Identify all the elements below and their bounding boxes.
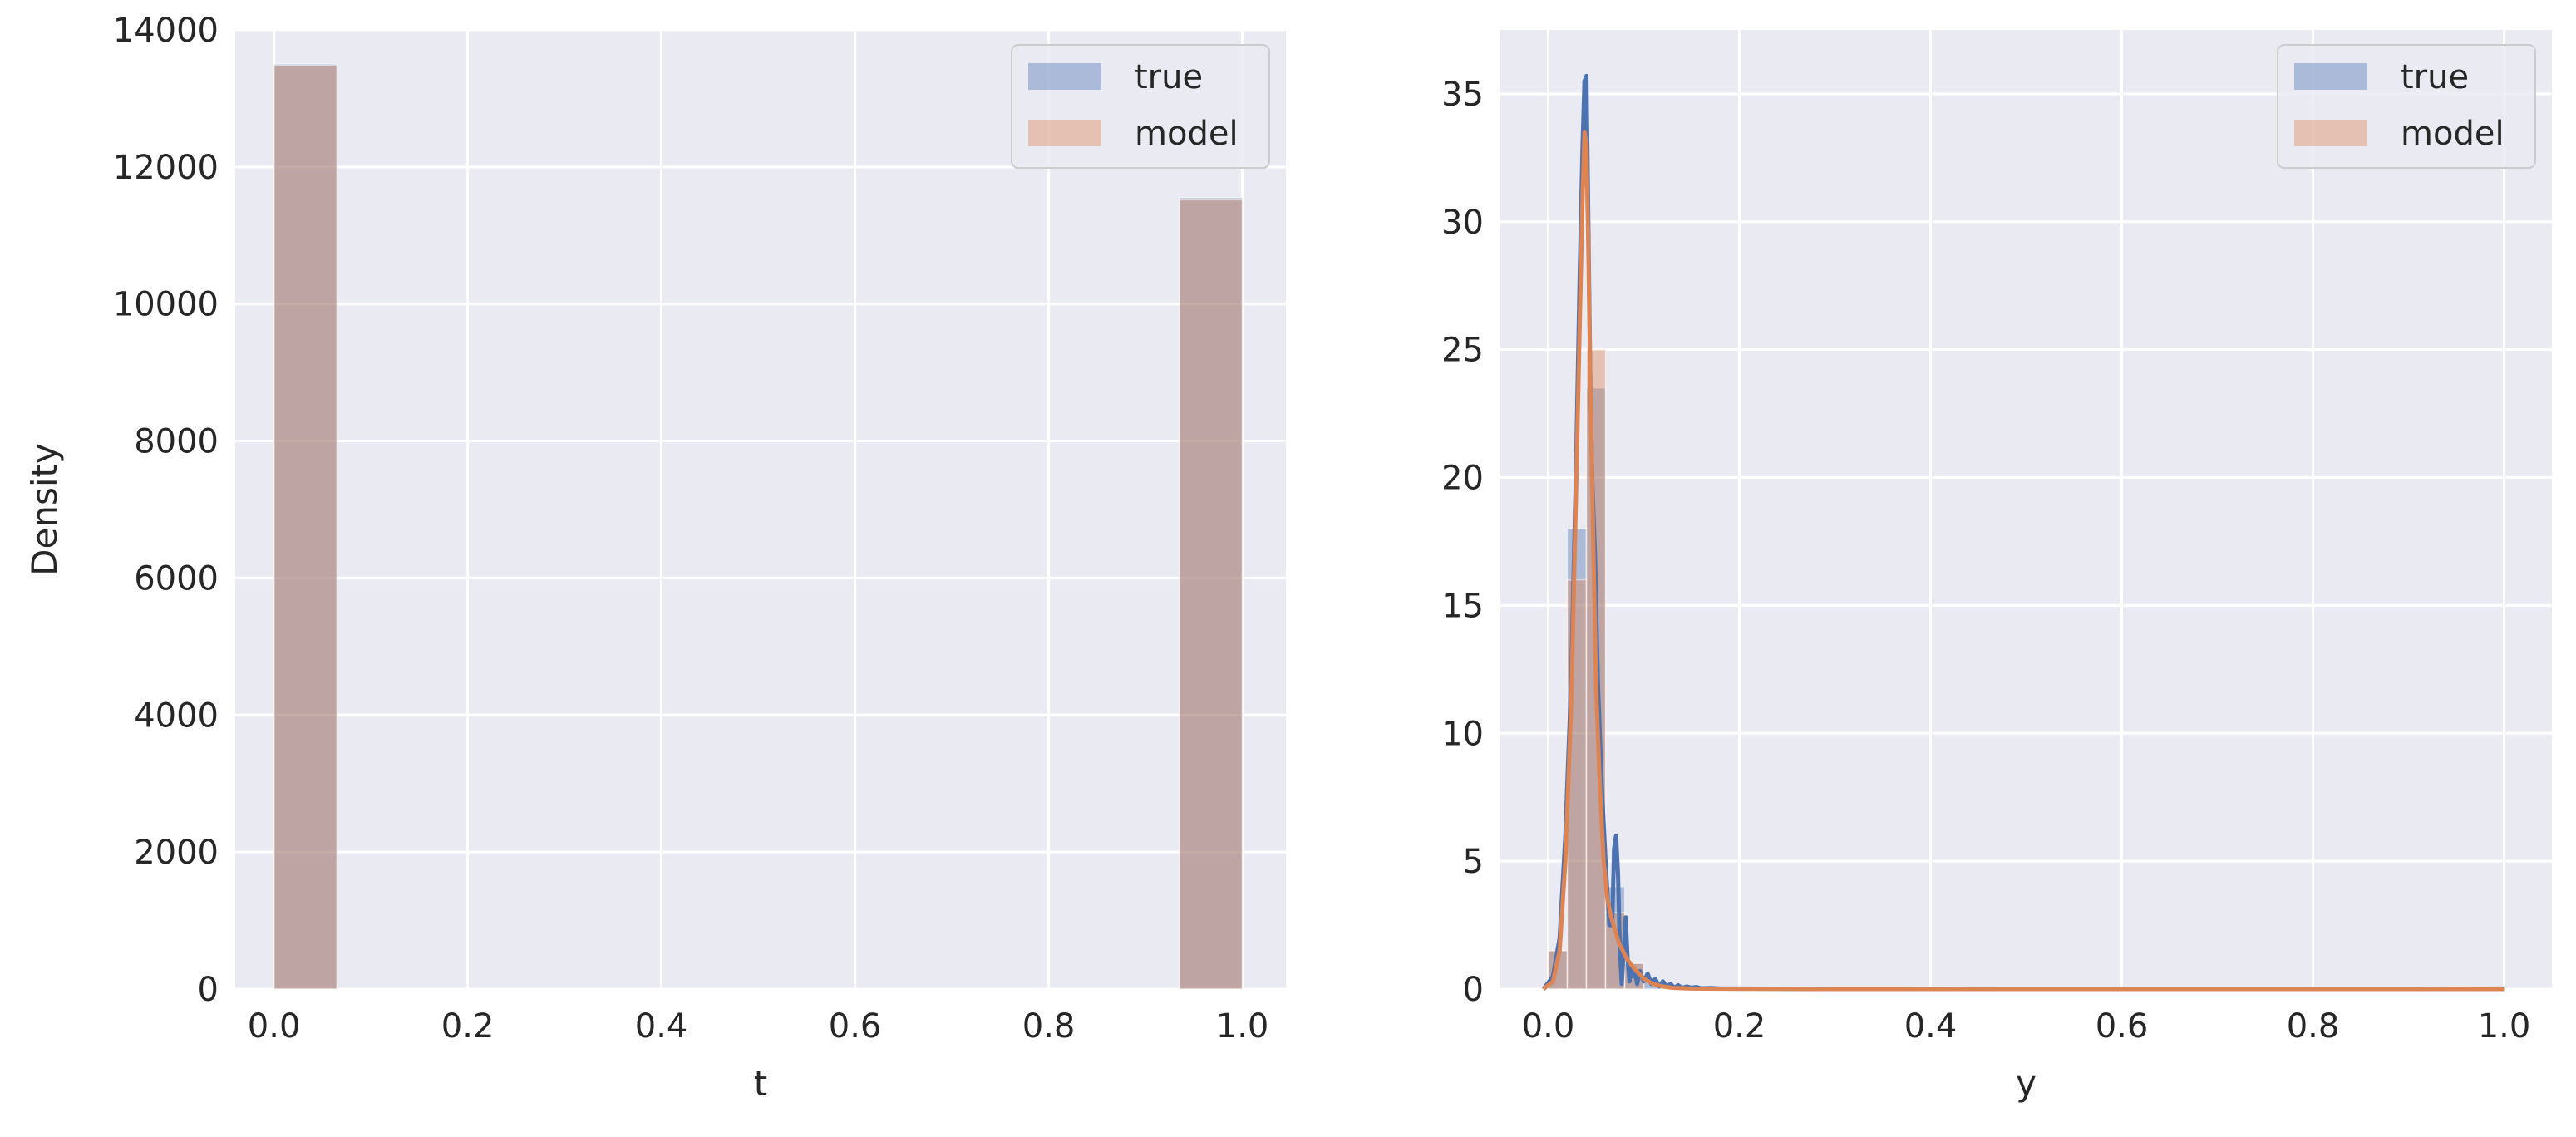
plot-area (1500, 30, 2552, 989)
plot-area (235, 30, 1286, 989)
y-tick-label: 15 (1441, 587, 1484, 625)
y-tick-label: 8000 (134, 423, 219, 461)
legend-box (2277, 44, 2536, 169)
x-tick-label: 0.4 (635, 1007, 688, 1046)
x-tick-label: 0.8 (1022, 1007, 1076, 1046)
x-tick-label: 1.0 (1216, 1007, 1269, 1046)
y-tick-label: 10000 (113, 286, 219, 324)
y-tick-label: 0 (1463, 971, 1484, 1009)
y-tick-label: 0 (198, 971, 219, 1009)
y-tick-label: 30 (1441, 204, 1484, 242)
y-tick-label: 14000 (113, 12, 219, 50)
legend-swatch-true (1028, 63, 1101, 90)
y-tick-label: 10 (1441, 715, 1484, 753)
histogram-bar-model (1179, 199, 1244, 990)
legend-swatch-model (2294, 120, 2367, 146)
x-axis-label: y (2016, 1063, 2037, 1104)
legend-label-true: true (1135, 58, 1203, 96)
x-tick-label: 1.0 (2478, 1007, 2531, 1046)
y-tick-label: 20 (1441, 460, 1484, 498)
x-tick-label: 0.2 (441, 1007, 495, 1046)
x-tick-label: 0.6 (2096, 1007, 2149, 1046)
x-tick-label: 0.6 (829, 1007, 882, 1046)
y-tick-label: 4000 (134, 696, 219, 735)
x-axis-label: t (754, 1063, 767, 1104)
x-tick-label: 0.2 (1713, 1007, 1766, 1046)
legend-label-model: model (2401, 115, 2505, 153)
y-tick-label: 2000 (134, 834, 219, 872)
chart-panel-y: 0.0 0.2 0.4 0.6 0.8 1.0 0 5 10 15 20 25 30 35 y true mod… (1441, 30, 2552, 1104)
density-line-model (1542, 130, 2505, 992)
y-tick-label: 25 (1441, 332, 1484, 370)
x-tick-label: 0.8 (2287, 1007, 2340, 1046)
legend-label-model: model (1135, 115, 1239, 153)
legend-label-true: true (2401, 58, 2469, 96)
legend-box (1011, 44, 1270, 169)
x-tick-label: 0.4 (1904, 1007, 1958, 1046)
x-tick-label: 0.0 (1522, 1007, 1575, 1046)
x-tick-label: 0.0 (248, 1007, 301, 1046)
y-tick-label: 6000 (134, 559, 219, 598)
y-axis-label: Density (24, 443, 65, 576)
chart-panel-t: 0.0 0.2 0.4 0.6 0.8 1.0 0 2000 4000 6000 8000 10000… (24, 12, 1286, 1104)
y-tick-label: 35 (1441, 76, 1484, 114)
y-tick-label: 5 (1463, 843, 1484, 881)
histogram-bar-model (273, 65, 338, 990)
legend-swatch-true (2294, 63, 2367, 90)
y-tick-label: 12000 (113, 149, 219, 187)
legend-swatch-model (1028, 120, 1101, 146)
